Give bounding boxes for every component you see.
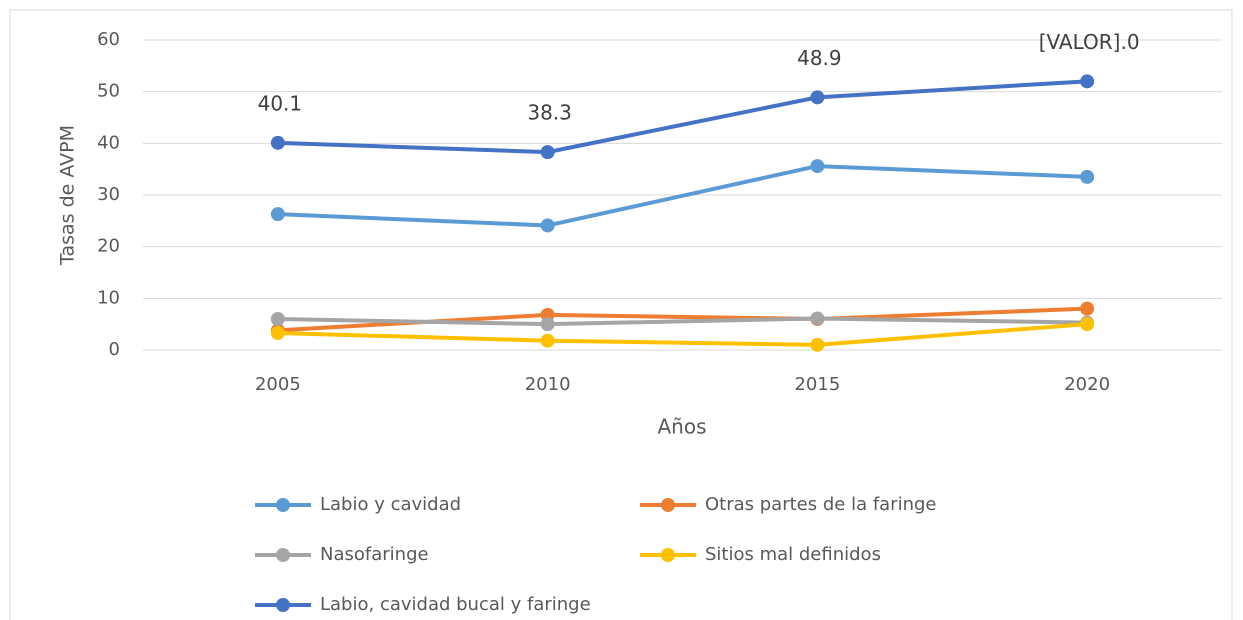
- data-label: 40.1: [258, 91, 303, 115]
- point: [540, 333, 555, 348]
- y-tick-label: 60: [97, 29, 120, 50]
- y-tick-label: 0: [109, 339, 120, 360]
- y-axis-title: Tasas de AVPM: [57, 125, 79, 266]
- point: [1080, 317, 1095, 332]
- series-line: [277, 79, 1088, 155]
- series-line: [277, 322, 1088, 347]
- point: [270, 312, 285, 326]
- point: [810, 90, 825, 105]
- x-tick-label: 2005: [255, 374, 301, 395]
- point: [810, 159, 825, 174]
- point: [1080, 74, 1095, 89]
- legend-label: Sitios mal definidos: [705, 544, 881, 565]
- point: [540, 317, 555, 332]
- y-tick-label: 30: [97, 184, 120, 205]
- point: [540, 218, 555, 233]
- x-axis-title: Años: [657, 415, 706, 439]
- x-tick-label: 2015: [794, 374, 840, 395]
- legend-label: Nasofaringe: [320, 544, 429, 565]
- point: [810, 337, 825, 352]
- y-tick-label: 40: [97, 132, 120, 153]
- point: [810, 311, 825, 326]
- legend-marker: [276, 498, 290, 512]
- point: [1080, 301, 1095, 316]
- legend-label: Otras partes de la faringe: [705, 494, 937, 515]
- legend-marker: [276, 598, 290, 612]
- point: [270, 207, 285, 222]
- data-label: 38.3: [527, 101, 572, 125]
- legend-marker: [661, 548, 675, 562]
- point: [270, 325, 285, 340]
- legend-marker: [661, 498, 675, 512]
- x-tick-label: 2020: [1064, 374, 1110, 395]
- data-label: [VALOR].0: [1039, 30, 1140, 54]
- point: [270, 135, 285, 150]
- data-label: 48.9: [797, 46, 842, 70]
- legend-label: Labio, cavidad bucal y faringe: [320, 594, 591, 615]
- y-tick-label: 20: [97, 236, 120, 257]
- legend-label: Labio y cavidad: [320, 494, 461, 515]
- y-tick-label: 10: [97, 287, 120, 308]
- x-tick-label: 2010: [525, 374, 571, 395]
- legend-marker: [276, 548, 290, 562]
- point: [540, 145, 555, 160]
- y-tick-label: 50: [97, 81, 120, 102]
- point: [1080, 169, 1095, 184]
- series-line: [277, 316, 1088, 327]
- series-line: [277, 164, 1088, 228]
